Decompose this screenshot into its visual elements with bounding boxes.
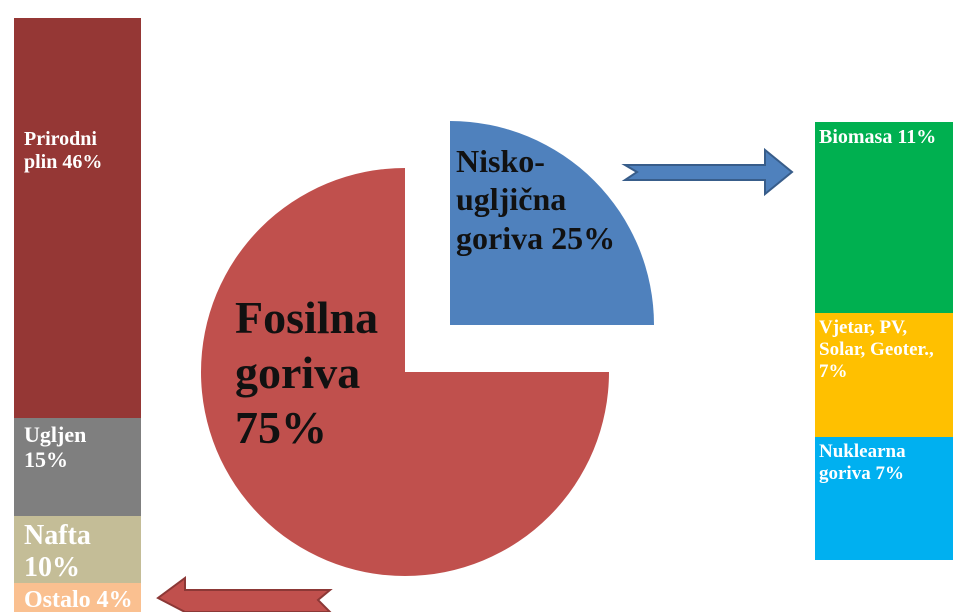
category-label: Biomasa	[819, 126, 893, 148]
arrow-right	[621, 147, 794, 197]
category-label: Vjetar, PV, Solar, Geoter.,	[819, 317, 934, 361]
category-label: Nisko-ugljična goriva	[456, 143, 567, 256]
arrow-left	[156, 576, 333, 612]
bar-segment: Nuklearna goriva 7%	[815, 436, 953, 560]
value-label: 15%	[24, 446, 68, 472]
bar-segment: Biomasa 11%	[815, 122, 953, 314]
value-label: 10%	[24, 552, 80, 583]
value-label: 25%	[551, 219, 616, 256]
bar-segment: Vjetar, PV, Solar, Geoter., 7%	[815, 313, 953, 437]
pie-slice	[450, 121, 654, 325]
category-label: Ostalo	[24, 586, 91, 612]
bar-segment: Nafta 10%	[14, 515, 141, 583]
value-label: 11%	[897, 126, 937, 148]
left-stacked-bar: Prirodni plin 46% Ugljen 15% Nafta 10% Osta…	[14, 18, 141, 612]
bar-segment: Ostalo 4%	[14, 582, 141, 612]
category-label: Ugljen	[24, 421, 87, 447]
value-label: 46%	[62, 151, 103, 173]
category-label: Nafta	[24, 519, 91, 551]
value-label: 7%	[875, 462, 904, 484]
value-label: 7%	[819, 361, 848, 383]
category-label: Prirodni plin	[24, 128, 97, 173]
bar-segment: Prirodni plin 46%	[14, 18, 141, 418]
value-label: 4%	[96, 586, 133, 612]
pie-slice	[201, 168, 609, 576]
category-label: Fosilna goriva	[235, 292, 379, 399]
right-stacked-bar: Biomasa 11% Vjetar, PV, Solar, Geoter., 7…	[815, 122, 953, 560]
slice-label: Nisko-ugljična goriva 25%	[456, 142, 616, 257]
slice-label: Fosilna goriva 75%	[235, 290, 405, 456]
bar-segment: Ugljen 15%	[14, 417, 141, 516]
category-label: Nuklearna goriva	[819, 440, 906, 484]
value-label: 75%	[235, 402, 327, 454]
